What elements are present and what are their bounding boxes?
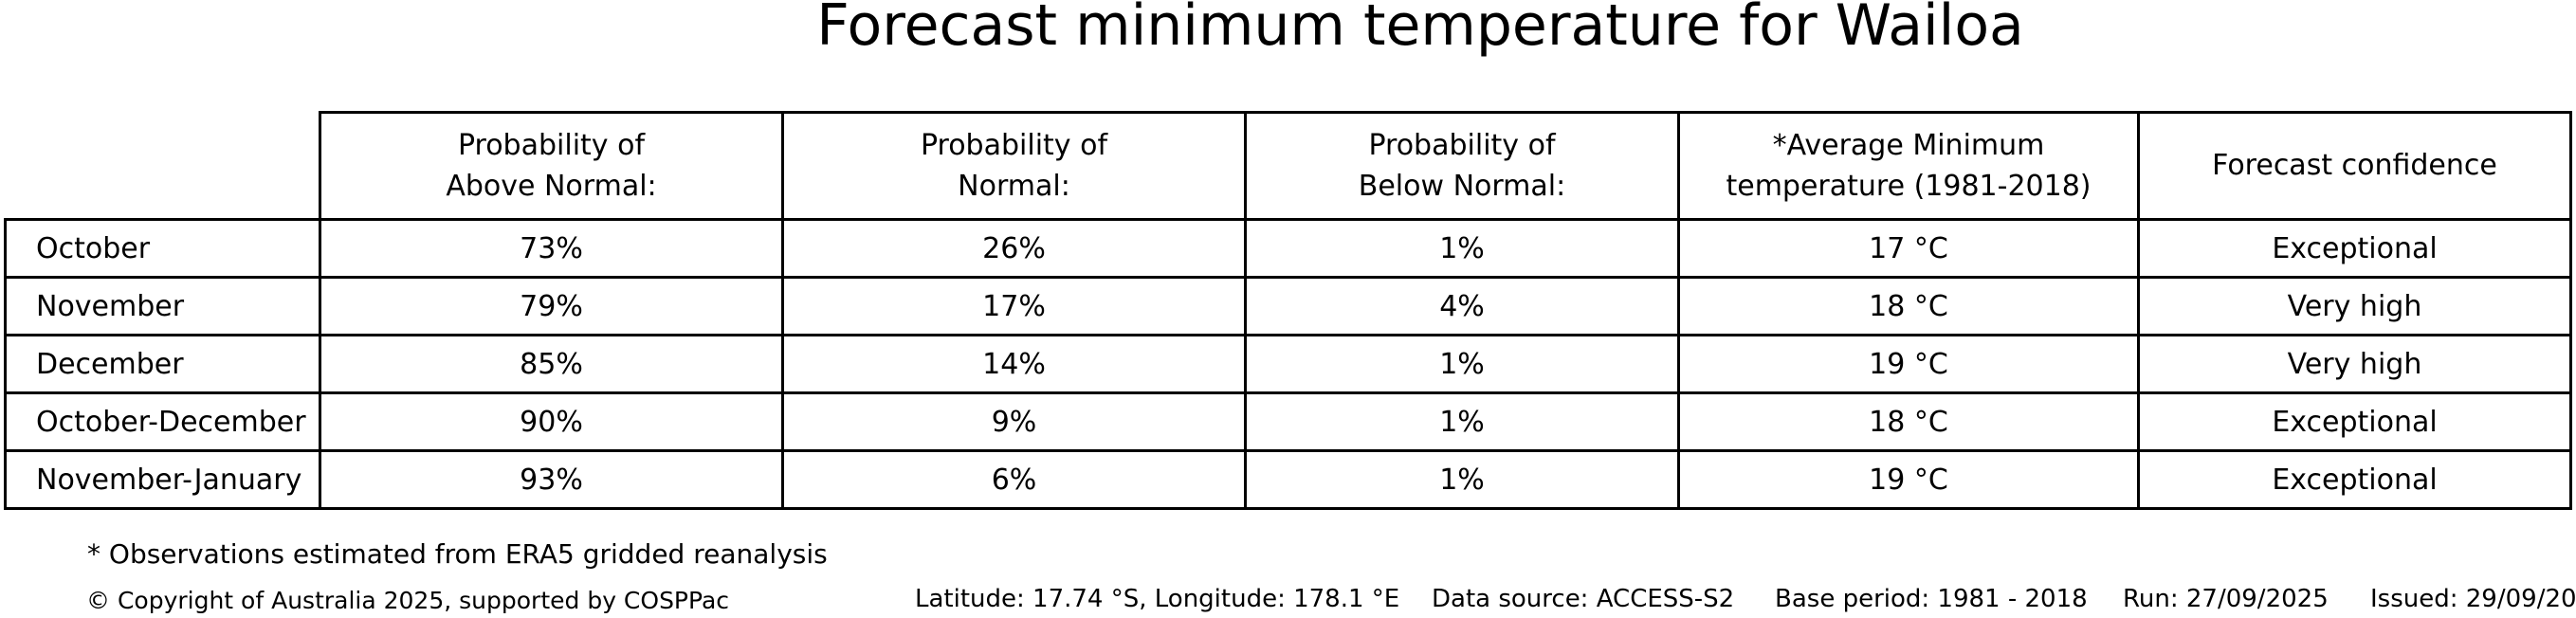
prob-normal-cell: 14%: [781, 334, 1247, 394]
avg-min-temp-cell: 19 °C: [1677, 449, 2140, 510]
table-row-october-december: October-December 90% 9% 1% 18 °C Excepti…: [4, 391, 2572, 452]
header-avg-min-temp: *Average Minimum temperature (1981-2018): [1677, 111, 2140, 221]
prob-normal-cell: 9%: [781, 391, 1247, 452]
prob-above-cell: 90%: [319, 391, 784, 452]
copyright-text: © Copyright of Australia 2025, supported…: [86, 587, 730, 614]
base-period-text: Base period: 1981 - 2018: [1775, 585, 2088, 613]
lat-long-text: Latitude: 17.74 °S, Longitude: 178.1 °E: [915, 585, 1400, 613]
prob-above-cell: 93%: [319, 449, 784, 510]
prob-normal-cell: 17%: [781, 276, 1247, 336]
period-cell: October-December: [4, 391, 321, 452]
confidence-cell: Exceptional: [2137, 218, 2572, 279]
observations-footnote: * Observations estimated from ERA5 gridd…: [87, 538, 828, 570]
period-cell: November-January: [4, 449, 321, 510]
issued-date-text: Issued: 29/09/2025: [2370, 585, 2576, 613]
avg-min-temp-cell: 18 °C: [1677, 391, 2140, 452]
table-row-october: October 73% 26% 1% 17 °C Exceptional: [4, 218, 2572, 279]
forecast-table: Probability of Above Normal: Probability…: [4, 111, 2572, 510]
confidence-cell: Exceptional: [2137, 449, 2572, 510]
table-header-row: Probability of Above Normal: Probability…: [6, 111, 2572, 221]
prob-above-cell: 85%: [319, 334, 784, 394]
header-stub-blank: [6, 113, 320, 220]
prob-below-cell: 1%: [1244, 218, 1680, 279]
prob-above-cell: 79%: [319, 276, 784, 336]
prob-below-cell: 1%: [1244, 334, 1680, 394]
confidence-cell: Very high: [2137, 276, 2572, 336]
avg-min-temp-cell: 19 °C: [1677, 334, 2140, 394]
confidence-cell: Exceptional: [2137, 391, 2572, 452]
prob-normal-cell: 26%: [781, 218, 1247, 279]
table-row-december: December 85% 14% 1% 19 °C Very high: [4, 334, 2572, 394]
header-prob-above: Probability of Above Normal:: [319, 111, 784, 221]
header-prob-below: Probability of Below Normal:: [1244, 111, 1680, 221]
page-title: Forecast minimum temperature for Wailoa: [816, 0, 2024, 59]
prob-below-cell: 1%: [1244, 391, 1680, 452]
prob-normal-cell: 6%: [781, 449, 1247, 510]
avg-min-temp-cell: 18 °C: [1677, 276, 2140, 336]
prob-below-cell: 1%: [1244, 449, 1680, 510]
confidence-cell: Very high: [2137, 334, 2572, 394]
run-date-text: Run: 27/09/2025: [2123, 585, 2329, 613]
table-row-november-january: November-January 93% 6% 1% 19 °C Excepti…: [4, 449, 2572, 510]
avg-min-temp-cell: 17 °C: [1677, 218, 2140, 279]
prob-below-cell: 4%: [1244, 276, 1680, 336]
period-cell: November: [4, 276, 321, 336]
data-source-text: Data source: ACCESS-S2: [1432, 585, 1735, 613]
header-prob-normal: Probability of Normal:: [781, 111, 1247, 221]
period-cell: December: [4, 334, 321, 394]
period-cell: October: [4, 218, 321, 279]
header-forecast-confidence: Forecast confidence: [2137, 111, 2572, 221]
table-row-november: November 79% 17% 4% 18 °C Very high: [4, 276, 2572, 336]
prob-above-cell: 73%: [319, 218, 784, 279]
